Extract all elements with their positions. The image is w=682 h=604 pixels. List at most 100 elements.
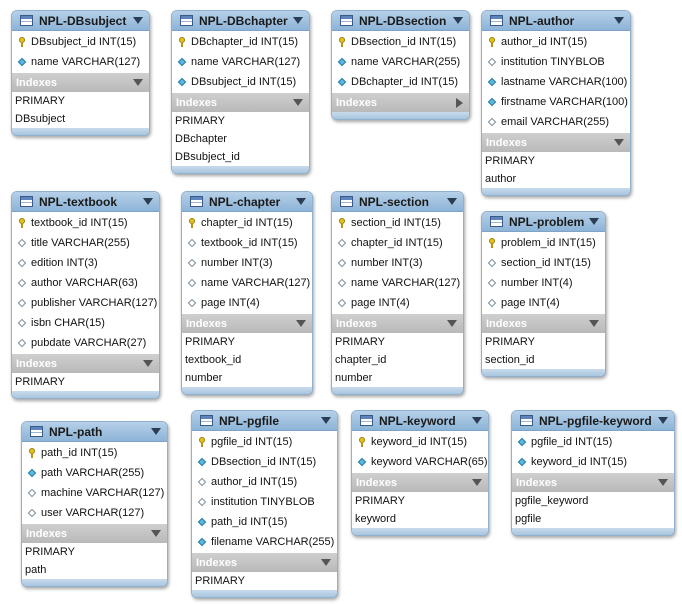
column-row[interactable]: page INT(4): [182, 293, 312, 313]
index-row[interactable]: PRIMARY: [15, 95, 65, 107]
index-row[interactable]: DBchapter: [175, 133, 227, 145]
column-row[interactable]: publisher VARCHAR(127): [12, 293, 159, 313]
table-header[interactable]: NPL-DBsubject: [12, 11, 149, 31]
indexes-header[interactable]: Indexes: [482, 314, 605, 333]
indexes-toggle-icon[interactable]: [293, 99, 303, 106]
collapse-toggle-icon[interactable]: [472, 417, 482, 424]
indexes-header[interactable]: Indexes: [332, 93, 469, 112]
column-row[interactable]: number INT(3): [332, 253, 463, 273]
table-header[interactable]: NPL-DBsection: [332, 11, 469, 31]
index-row[interactable]: number: [335, 372, 373, 384]
index-row[interactable]: PRIMARY: [15, 376, 65, 388]
column-row[interactable]: keyword_id INT(15): [352, 432, 488, 452]
index-row[interactable]: keyword: [355, 513, 396, 525]
column-row[interactable]: user VARCHAR(127): [22, 503, 167, 523]
table-npl-pgfile-keyword[interactable]: NPL-pgfile-keyword pgfile_id INT(15) key…: [511, 410, 675, 536]
index-row[interactable]: DBsubject_id: [175, 151, 240, 163]
column-row[interactable]: name VARCHAR(255): [332, 52, 469, 72]
index-row[interactable]: PRIMARY: [185, 336, 235, 348]
column-row[interactable]: problem_id INT(15): [482, 233, 605, 253]
column-row[interactable]: number INT(4): [482, 273, 605, 293]
column-row[interactable]: path VARCHAR(255): [22, 463, 167, 483]
column-row[interactable]: DBsubject_id INT(15): [172, 72, 309, 92]
column-row[interactable]: name VARCHAR(127): [12, 52, 149, 72]
column-row[interactable]: path_id INT(15): [22, 443, 167, 463]
column-row[interactable]: textbook_id INT(15): [12, 213, 159, 233]
index-row[interactable]: chapter_id: [335, 354, 387, 366]
table-header[interactable]: NPL-author: [482, 11, 630, 31]
table-npl-textbook[interactable]: NPL-textbook textbook_id INT(15) title V…: [11, 191, 160, 399]
table-header[interactable]: NPL-problem: [482, 212, 605, 232]
table-npl-chapter[interactable]: NPL-chapter chapter_id INT(15) textbook_…: [181, 191, 313, 395]
table-header[interactable]: NPL-chapter: [182, 192, 312, 212]
column-row[interactable]: pubdate VARCHAR(27): [12, 333, 159, 353]
index-row[interactable]: path: [25, 564, 47, 576]
column-row[interactable]: institution TINYBLOB: [482, 52, 630, 72]
indexes-toggle-icon[interactable]: [447, 320, 457, 327]
index-row[interactable]: PRIMARY: [485, 336, 535, 348]
column-row[interactable]: keyword VARCHAR(65): [352, 452, 488, 472]
index-row[interactable]: textbook_id: [185, 354, 242, 366]
indexes-header[interactable]: Indexes: [332, 314, 463, 333]
index-row[interactable]: PRIMARY: [175, 115, 225, 127]
table-header[interactable]: NPL-keyword: [352, 411, 488, 431]
column-row[interactable]: chapter_id INT(15): [182, 213, 312, 233]
collapse-toggle-icon[interactable]: [143, 198, 153, 205]
indexes-toggle-icon[interactable]: [143, 360, 153, 367]
collapse-toggle-icon[interactable]: [151, 428, 161, 435]
column-row[interactable]: DBsection_id INT(15): [332, 32, 469, 52]
indexes-header[interactable]: Indexes: [352, 473, 488, 492]
index-row[interactable]: DBsubject: [15, 113, 66, 125]
table-header[interactable]: NPL-path: [22, 422, 167, 442]
column-row[interactable]: name VARCHAR(127): [332, 273, 463, 293]
indexes-toggle-icon[interactable]: [658, 479, 668, 486]
column-row[interactable]: name VARCHAR(127): [182, 273, 312, 293]
index-row[interactable]: PRIMARY: [195, 575, 245, 587]
column-row[interactable]: author_id INT(15): [482, 32, 630, 52]
collapse-toggle-icon[interactable]: [293, 17, 303, 24]
index-row[interactable]: PRIMARY: [25, 546, 75, 558]
table-header[interactable]: NPL-pgfile: [192, 411, 337, 431]
index-row[interactable]: PRIMARY: [335, 336, 385, 348]
column-row[interactable]: isbn CHAR(15): [12, 313, 159, 333]
collapse-toggle-icon[interactable]: [296, 198, 306, 205]
table-npl-problem[interactable]: NPL-problem problem_id INT(15) section_i…: [481, 211, 606, 377]
indexes-toggle-icon[interactable]: [133, 79, 143, 86]
collapse-toggle-icon[interactable]: [658, 417, 668, 424]
indexes-header[interactable]: Indexes: [182, 314, 312, 333]
column-row[interactable]: name VARCHAR(127): [172, 52, 309, 72]
column-row[interactable]: textbook_id INT(15): [182, 233, 312, 253]
column-row[interactable]: keyword_id INT(15): [512, 452, 674, 472]
table-npl-dbsubject[interactable]: NPL-DBsubject DBsubject_id INT(15) name …: [11, 10, 150, 136]
index-row[interactable]: PRIMARY: [485, 155, 535, 167]
column-row[interactable]: DBsection_id INT(15): [192, 452, 337, 472]
column-row[interactable]: pgfile_id INT(15): [512, 432, 674, 452]
index-row[interactable]: section_id: [485, 354, 535, 366]
indexes-header[interactable]: Indexes: [172, 93, 309, 112]
table-npl-section[interactable]: NPL-section section_id INT(15) chapter_i…: [331, 191, 464, 395]
column-row[interactable]: section_id INT(15): [332, 213, 463, 233]
indexes-header[interactable]: Indexes: [192, 553, 337, 572]
column-row[interactable]: edition INT(3): [12, 253, 159, 273]
indexes-toggle-icon[interactable]: [296, 320, 306, 327]
table-header[interactable]: NPL-DBchapter: [172, 11, 309, 31]
column-row[interactable]: section_id INT(15): [482, 253, 605, 273]
column-row[interactable]: DBchapter_id INT(15): [332, 72, 469, 92]
table-header[interactable]: NPL-section: [332, 192, 463, 212]
table-header[interactable]: NPL-pgfile-keyword: [512, 411, 674, 431]
index-row[interactable]: number: [185, 372, 223, 384]
indexes-header[interactable]: Indexes: [482, 133, 630, 152]
indexes-toggle-icon[interactable]: [151, 530, 161, 537]
indexes-header[interactable]: Indexes: [12, 354, 159, 373]
indexes-toggle-icon[interactable]: [321, 559, 331, 566]
column-row[interactable]: number INT(3): [182, 253, 312, 273]
index-row[interactable]: pgfile: [515, 513, 542, 525]
collapse-toggle-icon[interactable]: [447, 198, 457, 205]
expand-indexes-icon[interactable]: [456, 97, 463, 108]
indexes-header[interactable]: Indexes: [12, 73, 149, 92]
table-npl-pgfile[interactable]: NPL-pgfile pgfile_id INT(15) DBsection_i…: [191, 410, 338, 598]
collapse-toggle-icon[interactable]: [453, 17, 463, 24]
column-row[interactable]: author_id INT(15): [192, 472, 337, 492]
indexes-toggle-icon[interactable]: [614, 139, 624, 146]
column-row[interactable]: DBsubject_id INT(15): [12, 32, 149, 52]
